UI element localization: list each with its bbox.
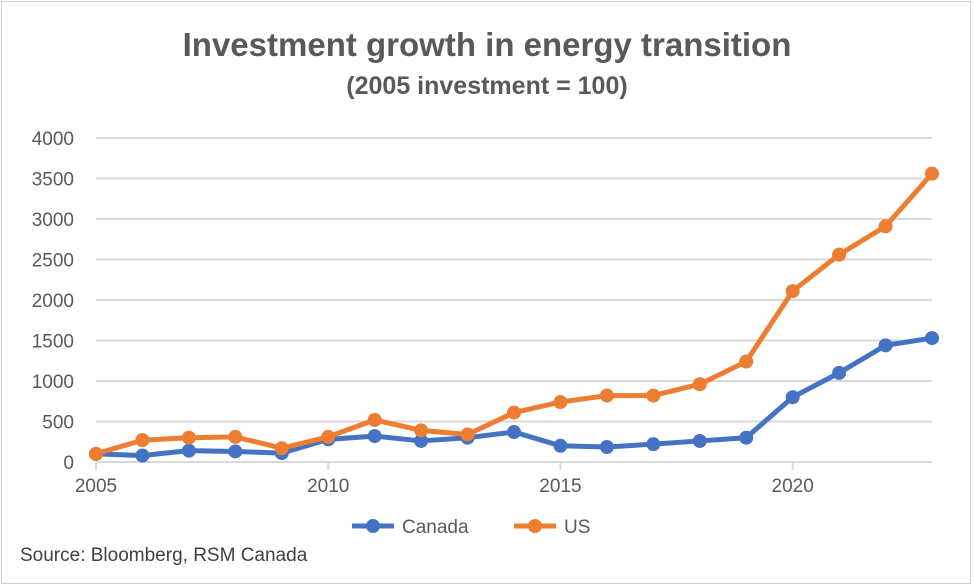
data-point-canada — [925, 331, 939, 346]
y-tick-label: 1500 — [32, 332, 74, 353]
data-point-us — [89, 446, 103, 461]
y-tick-label: 3500 — [32, 170, 74, 191]
data-point-canada — [692, 433, 707, 448]
legend-label: US — [564, 517, 590, 538]
y-tick-label: 1000 — [32, 372, 74, 393]
data-point-us — [692, 377, 707, 392]
data-point-canada — [507, 425, 521, 440]
data-point-canada — [599, 440, 614, 455]
data-point-us — [228, 429, 243, 444]
data-point-us — [414, 423, 429, 438]
data-point-us — [599, 388, 614, 403]
data-point-canada — [414, 433, 429, 448]
y-tick-label: 0 — [63, 453, 74, 474]
y-tick-label: 3000 — [32, 210, 74, 231]
y-tick-label: 2500 — [32, 251, 74, 272]
chart-subtitle: (2005 investment = 100) — [346, 72, 628, 100]
data-point-us — [135, 433, 150, 448]
data-point-canada — [228, 444, 243, 459]
data-point-canada — [832, 365, 847, 380]
legend-marker — [528, 519, 542, 533]
data-point-canada — [181, 443, 196, 458]
x-tick-label: 2005 — [75, 476, 117, 497]
x-tick-label: 2020 — [772, 476, 814, 497]
data-point-canada — [785, 390, 800, 405]
y-tick-label: 500 — [42, 413, 74, 434]
x-tick-label: 2015 — [539, 476, 581, 497]
legend-label: Canada — [402, 517, 469, 538]
data-point-us — [507, 405, 521, 420]
data-point-us — [739, 354, 754, 369]
data-point-us — [925, 166, 939, 181]
data-point-us — [646, 388, 661, 403]
data-point-us — [460, 427, 475, 442]
data-point-us — [553, 395, 568, 410]
legend-marker — [366, 519, 380, 533]
data-point-us — [181, 430, 196, 445]
data-point-canada — [553, 438, 568, 453]
data-point-canada — [739, 430, 754, 445]
x-tick-label: 2010 — [307, 476, 349, 497]
data-point-canada — [646, 437, 661, 452]
data-point-us — [878, 219, 893, 234]
y-tick-label: 2000 — [32, 291, 74, 312]
y-tick-label: 4000 — [32, 129, 74, 150]
data-point-canada — [367, 429, 382, 444]
data-point-canada — [135, 448, 150, 463]
source-note: Source: Bloomberg, RSM Canada — [20, 545, 308, 566]
chart-title: Investment growth in energy transition — [182, 26, 792, 63]
data-point-us — [832, 247, 847, 262]
data-point-us — [785, 284, 800, 299]
data-point-us — [321, 429, 336, 444]
data-point-us — [274, 441, 289, 456]
data-point-canada — [878, 338, 893, 353]
data-point-us — [367, 412, 382, 427]
